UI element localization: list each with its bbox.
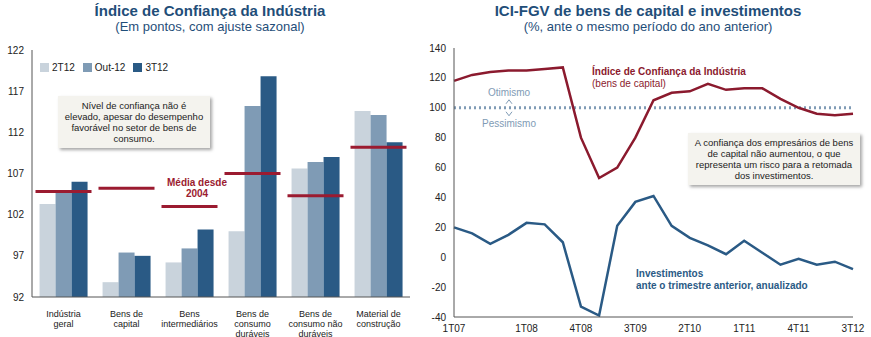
svg-text:97: 97 [13, 250, 25, 261]
svg-text:-20: -20 [432, 282, 447, 293]
svg-text:0: 0 [440, 252, 446, 263]
html-text:Investimentos: Investimentos [636, 268, 704, 279]
html-text:(bens de capital): (bens de capital) [592, 78, 666, 89]
html-text:Média desde 2004: Média desde 2004 [167, 177, 227, 199]
svg-text:Otimismo: Otimismo [488, 87, 531, 98]
html-text:Out-12: Out-12 [94, 62, 126, 73]
svg-text:140: 140 [429, 43, 446, 54]
svg-text:107: 107 [8, 168, 24, 179]
svg-text:3T09: 3T09 [624, 323, 647, 334]
svg-text:1T11: 1T11 [733, 323, 755, 334]
svg-text:3T12: 3T12 [842, 323, 863, 334]
svg-text:Material deconstrução: Material deconstrução [356, 309, 401, 329]
html-text:Nível de confiança não é eleva: Nível de confiança não é elevado, apesar… [64, 100, 204, 144]
svg-text:Bens deconsumo nãoduráveis: Bens deconsumo nãoduráveis [288, 309, 342, 337]
svg-text:1T07: 1T07 [443, 323, 466, 334]
svg-text:80: 80 [435, 132, 447, 143]
svg-text:Indústriageral: Indústriageral [46, 309, 81, 329]
svg-text:117: 117 [8, 86, 24, 97]
html-text:ante o trimestre anterior, anu: ante o trimestre anterior, anualizado [636, 280, 808, 291]
svg-text:Bens decapital: Bens decapital [110, 309, 143, 329]
html-text:A confiança dos empresários de: A confiança dos empresários de bens de c… [694, 137, 854, 181]
svg-text:60: 60 [435, 162, 447, 173]
html-text:ICI-FGV de bens de capital e i: ICI-FGV de bens de capital e investiment… [494, 2, 802, 19]
svg-text:92: 92 [13, 292, 25, 303]
svg-text:112: 112 [8, 127, 24, 138]
html-text:Índice de Confiança da Indústr: Índice de Confiança da Indústria [94, 2, 326, 19]
html-text:2T12: 2T12 [52, 62, 75, 73]
svg-text:20: 20 [435, 222, 447, 233]
html-text:3T12: 3T12 [145, 62, 169, 73]
svg-text:2T10: 2T10 [678, 323, 701, 334]
svg-text:1T08: 1T08 [515, 323, 538, 334]
svg-text:102: 102 [8, 209, 24, 220]
html-text:(%, ante o mesmo período do an: (%, ante o mesmo período do ano anterior… [523, 19, 773, 34]
svg-text:Bensintermediários: Bensintermediários [161, 309, 218, 329]
html-text:(Em pontos, com ajuste sazonal: (Em pontos, com ajuste sazonal) [115, 19, 305, 34]
svg-text:120: 120 [429, 72, 446, 83]
html-text:Índice de Confiança da Indústr: Índice de Confiança da Indústria [592, 66, 746, 77]
svg-text:40: 40 [435, 192, 447, 203]
svg-text:4T08: 4T08 [570, 323, 593, 334]
svg-text:-40: -40 [432, 312, 447, 323]
svg-text:Bens deconsumoduráveis: Bens deconsumoduráveis [234, 309, 271, 337]
svg-text:122: 122 [8, 45, 24, 56]
svg-text:100: 100 [429, 102, 446, 113]
svg-text:Pessimismo: Pessimismo [482, 118, 536, 129]
svg-text:4T11: 4T11 [788, 323, 810, 334]
